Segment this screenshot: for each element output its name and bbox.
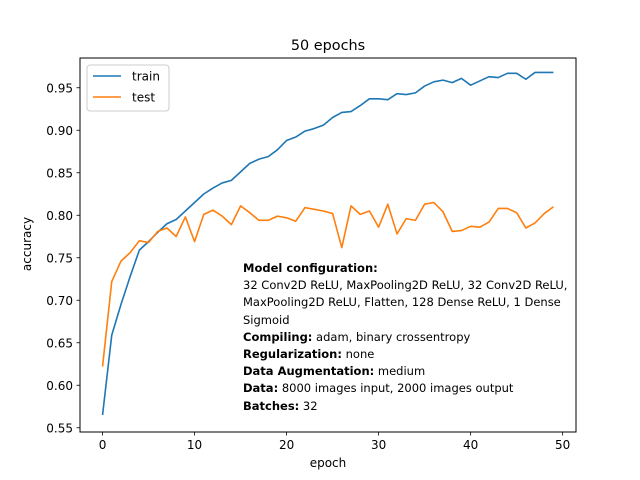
legend-label-test: test xyxy=(132,91,155,105)
y-tick-label: 0.70 xyxy=(46,294,73,308)
x-axis: 0 10 20 30 40 50 xyxy=(99,432,570,452)
x-tick-label: 0 xyxy=(99,438,107,452)
y-tick-label: 0.90 xyxy=(46,124,73,138)
batches-value: 32 xyxy=(299,398,318,413)
y-axis-label: accuracy xyxy=(20,217,34,271)
x-tick-label: 30 xyxy=(371,438,386,452)
series-line-train xyxy=(101,71,554,416)
x-tick-label: 10 xyxy=(187,438,202,452)
augmentation-label: Data Augmentation: xyxy=(243,364,375,379)
data-value: 8000 images input, 2000 images output xyxy=(278,381,514,396)
batches-label: Batches: xyxy=(243,398,300,413)
data-line: Data: 8000 images input, 2000 images out… xyxy=(243,380,573,397)
data-label: Data: xyxy=(243,381,279,396)
x-axis-label: epoch xyxy=(310,456,347,470)
plot-area xyxy=(79,57,577,433)
augmentation-line: Data Augmentation: medium xyxy=(243,363,573,380)
model-config-text: 32 Conv2D ReLU, MaxPooling2D ReLU, 32 Co… xyxy=(243,278,568,327)
series-lines xyxy=(101,71,554,416)
legend-label-train: train xyxy=(132,70,160,84)
regularization-line: Regularization: none xyxy=(243,346,573,363)
legend: train test xyxy=(86,64,170,112)
y-tick-label: 0.55 xyxy=(46,421,73,435)
y-axis: 0.55 0.60 0.65 0.70 0.75 0.80 0.85 0.90 0.95 xyxy=(46,81,80,435)
regularization-value: none xyxy=(341,347,375,362)
series-line-test xyxy=(101,201,554,367)
y-tick-label: 0.65 xyxy=(46,336,73,350)
x-tick-label: 40 xyxy=(463,438,478,452)
y-tick-label: 0.95 xyxy=(46,81,73,95)
compiling-line: Compiling: adam, binary crossentropy xyxy=(243,329,573,346)
compiling-value: adam, binary crossentropy xyxy=(312,329,471,344)
chart-title: 50 epochs xyxy=(291,38,365,54)
model-config-heading: Model configuration: xyxy=(243,261,378,275)
batches-line: Batches: 32 xyxy=(243,398,573,415)
y-tick-label: 0.80 xyxy=(46,209,73,223)
regularization-label: Regularization: xyxy=(243,347,342,362)
y-tick-label: 0.85 xyxy=(46,166,73,180)
augmentation-value: medium xyxy=(374,364,426,379)
compiling-label: Compiling: xyxy=(243,329,313,344)
x-tick-label: 50 xyxy=(555,438,570,452)
model-annotation: Model configuration: 32 Conv2D ReLU, Max… xyxy=(243,260,573,415)
y-tick-label: 0.75 xyxy=(46,251,73,265)
x-tick-label: 20 xyxy=(279,438,294,452)
y-tick-label: 0.60 xyxy=(46,379,73,393)
